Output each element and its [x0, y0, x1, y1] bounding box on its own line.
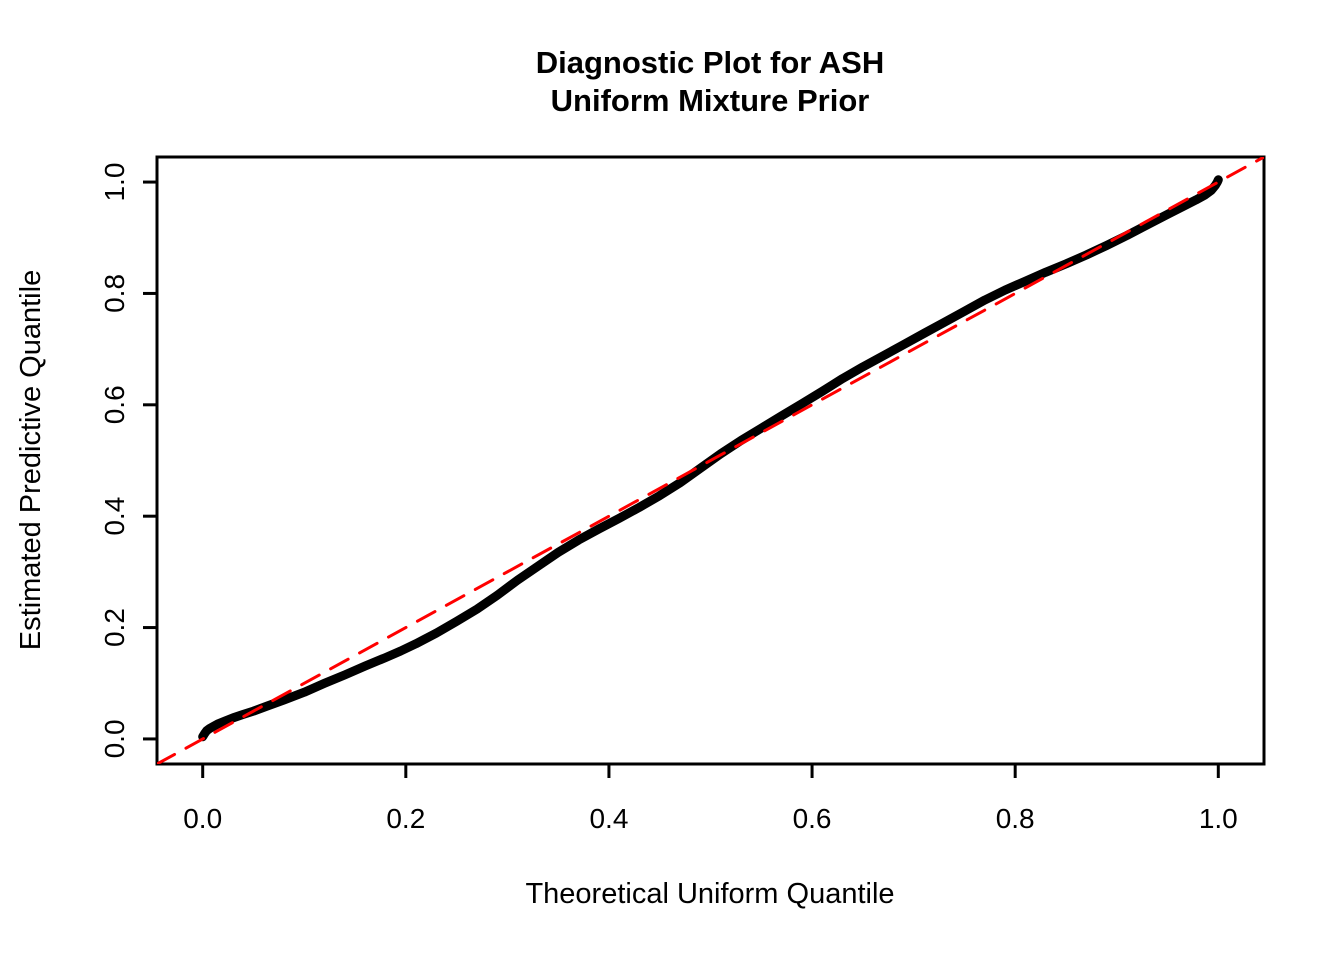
x-tick-label: 1.0 — [1199, 803, 1238, 834]
axis-layer: 0.0 0.2 0.4 0.6 0.8 1.0 0.0 0.2 0.4 0.6 0.8 1.0 — [99, 163, 1238, 834]
x-tick-label: 0.0 — [183, 803, 222, 834]
y-tick-label: 0.4 — [99, 497, 130, 536]
chart-title-line2: Uniform Mixture Prior — [551, 83, 870, 118]
y-tick-label: 0.0 — [99, 719, 130, 758]
reference-diagonal-line — [157, 157, 1264, 764]
y-tick-label: 0.8 — [99, 274, 130, 313]
y-tick-label: 1.0 — [99, 163, 130, 202]
chart-title-line1: Diagnostic Plot for ASH — [536, 45, 884, 80]
x-tick-label: 0.4 — [589, 803, 628, 834]
series-layer — [157, 157, 1264, 764]
x-tick-label: 0.2 — [386, 803, 425, 834]
y-tick-label: 0.6 — [99, 385, 130, 424]
plot-box — [155, 155, 1266, 766]
x-tick-label: 0.8 — [996, 803, 1035, 834]
x-tick-label: 0.6 — [793, 803, 832, 834]
estimated-predictive-quantile-curve — [198, 175, 1223, 742]
x-axis-title: Theoretical Uniform Quantile — [525, 878, 894, 910]
y-axis-title: Estimated Predictive Quantile — [15, 270, 47, 650]
y-tick-label: 0.2 — [99, 608, 130, 647]
